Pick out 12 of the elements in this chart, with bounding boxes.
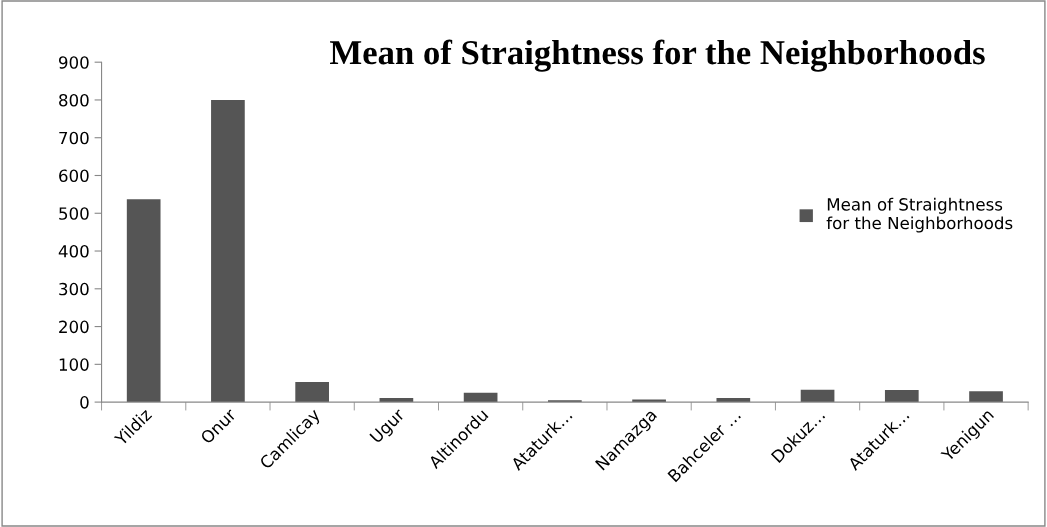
- y-tick-label: 600: [59, 169, 89, 183]
- y-tick-label: 300: [59, 282, 89, 296]
- legend-label: Mean of Straightness for the Neighborhoods: [826, 197, 1013, 233]
- y-tick-label: 700: [59, 131, 89, 145]
- y-tick-label: 900: [58, 56, 89, 69]
- y-tick-label: 500: [59, 207, 89, 220]
- y-tick-label: 100: [59, 358, 89, 371]
- y-tick-label: 0: [80, 396, 89, 409]
- y-tick-label: 200: [59, 320, 89, 334]
- y-tick-label: 400: [58, 244, 89, 258]
- y-tick-label: 800: [59, 93, 89, 107]
- chart-title: Mean of Straightness for the Neighborhoods: [330, 39, 985, 72]
